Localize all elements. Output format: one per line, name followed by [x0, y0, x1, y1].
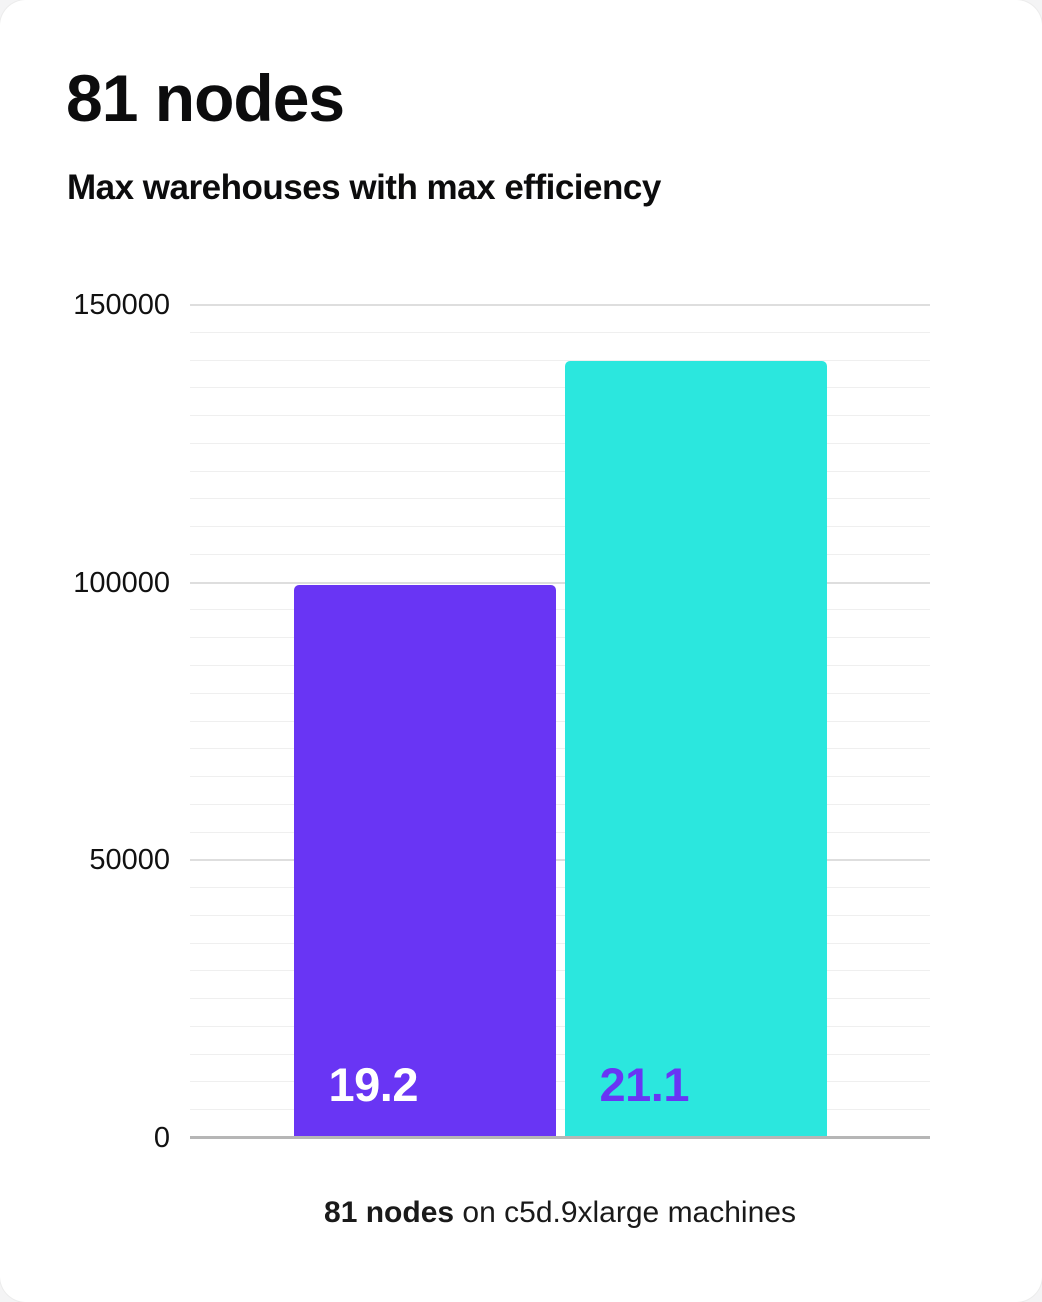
minor-gridline — [190, 553, 930, 555]
y-tick-label: 100000 — [73, 566, 170, 599]
minor-gridline — [190, 692, 930, 694]
minor-gridline — [190, 998, 930, 1000]
minor-gridline — [190, 776, 930, 778]
x-axis-line — [190, 1136, 930, 1139]
chart-title: 81 nodes — [66, 61, 345, 135]
minor-gridline — [190, 970, 930, 972]
minor-gridline — [190, 609, 930, 611]
chart-caption: 81 nodes on c5d.9xlarge machines — [190, 1196, 930, 1230]
minor-gridline — [190, 442, 930, 444]
major-gridline — [190, 581, 930, 584]
minor-gridline — [190, 803, 930, 805]
minor-gridline — [190, 470, 930, 472]
minor-gridline — [190, 415, 930, 417]
minor-gridline — [190, 1025, 930, 1027]
minor-gridline — [190, 831, 930, 833]
bar-1: 19.2 — [293, 585, 556, 1138]
bar-group: 19.2 21.1 — [190, 305, 930, 1138]
y-tick-label: 150000 — [73, 289, 170, 321]
minor-gridline — [190, 387, 930, 389]
minor-gridline — [190, 1081, 930, 1083]
minor-gridline — [190, 637, 930, 639]
minor-gridline — [190, 359, 930, 361]
y-axis-labels: 0 50000 100000 150000 — [50, 289, 170, 1154]
major-gridline — [190, 859, 930, 862]
minor-gridline — [190, 664, 930, 666]
minor-gridline — [190, 942, 930, 944]
bar-value-label: 21.1 — [599, 1058, 690, 1111]
bar-2: 21.1 — [564, 360, 827, 1138]
caption-rest-text: on c5d.9xlarge machines — [454, 1196, 796, 1229]
minor-gridline — [190, 1053, 930, 1055]
major-gridline — [190, 304, 930, 306]
chart-subtitle: Max warehouses with max efficiency — [67, 168, 661, 207]
y-tick-label: 50000 — [89, 844, 170, 877]
minor-gridline — [190, 914, 930, 916]
bar-value-label: 19.2 — [328, 1058, 419, 1111]
minor-gridline — [190, 1109, 930, 1111]
minor-gridline — [190, 748, 930, 750]
minor-gridline — [190, 331, 930, 333]
y-tick-label: 0 — [153, 1122, 170, 1154]
caption-bold-text: 81 nodes — [324, 1196, 455, 1229]
minor-gridline — [190, 720, 930, 722]
minor-gridline — [190, 887, 930, 889]
minor-gridline — [190, 498, 930, 500]
plot-area: 19.2 21.1 — [190, 304, 930, 1139]
minor-gridline — [190, 526, 930, 528]
